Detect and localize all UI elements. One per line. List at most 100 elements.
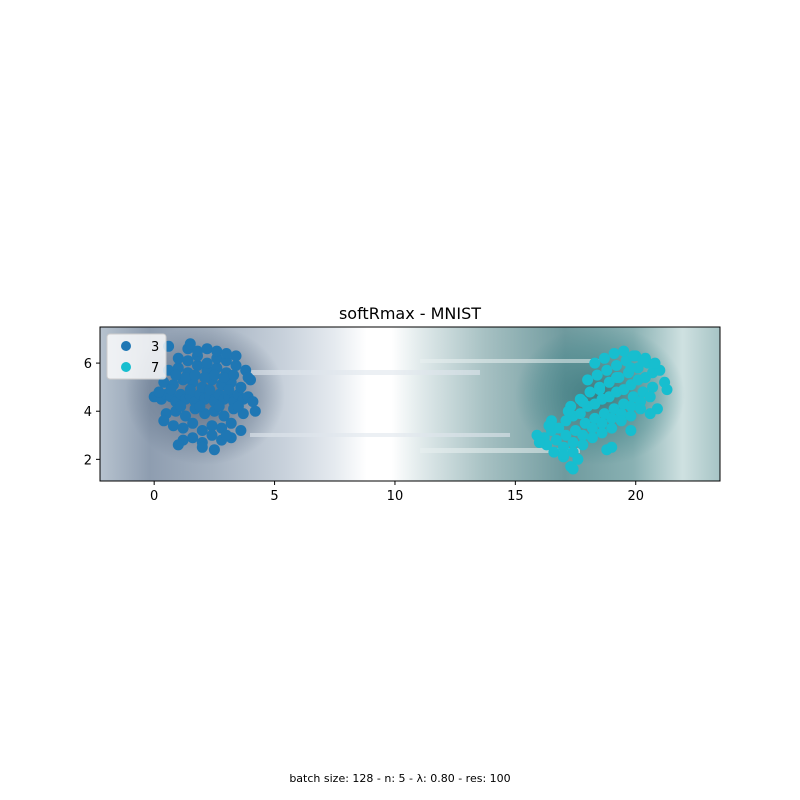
point-class-3 [158, 376, 170, 388]
point-class-7 [553, 422, 565, 434]
point-class-3 [235, 381, 247, 393]
x-tick-label: 10 [387, 489, 404, 504]
point-class-7 [625, 400, 637, 412]
point-class-3 [189, 369, 201, 381]
point-class-7 [625, 425, 637, 436]
x-axis: 0 5 10 15 20 [150, 481, 644, 504]
point-class-3 [199, 372, 211, 383]
point-class-7 [659, 376, 671, 388]
point-class-7 [596, 427, 608, 439]
point-class-7 [598, 352, 610, 364]
point-class-3 [172, 439, 184, 451]
point-class-3 [180, 410, 191, 422]
point-class-3 [223, 384, 235, 396]
point-class-3 [220, 348, 232, 359]
point-class-3 [165, 384, 177, 396]
point-class-7 [644, 408, 656, 420]
point-class-3 [167, 420, 179, 432]
point-class-7 [558, 449, 569, 460]
x-tick-label: 0 [150, 489, 158, 504]
point-class-3 [230, 360, 242, 371]
point-class-7 [584, 386, 596, 398]
chart-title: softRmax - MNIST [339, 304, 481, 323]
point-class-3 [201, 357, 213, 369]
point-class-3 [218, 372, 230, 383]
point-class-7 [647, 381, 659, 393]
point-class-7 [627, 350, 639, 362]
y-axis: 2 4 6 [84, 357, 100, 468]
point-class-3 [158, 415, 170, 427]
point-class-7 [567, 463, 579, 475]
point-class-3 [192, 345, 203, 357]
point-class-7 [608, 348, 620, 359]
point-class-3 [247, 396, 259, 408]
point-class-3 [230, 350, 242, 362]
point-class-3 [206, 429, 218, 441]
point-class-7 [606, 441, 618, 453]
point-class-7 [543, 420, 555, 432]
legend-label-3: 3 [151, 340, 159, 355]
point-class-7 [625, 410, 637, 422]
point-class-3 [208, 444, 220, 456]
y-tick-label: 6 [84, 357, 92, 372]
point-class-7 [594, 384, 606, 396]
point-class-7 [567, 437, 579, 448]
footer-caption: batch size: 128 - n: 5 - λ: 0.80 - res: … [289, 772, 511, 785]
point-class-3 [182, 355, 194, 367]
point-class-3 [220, 429, 232, 441]
x-tick-label: 5 [270, 489, 278, 504]
legend-label-7: 7 [151, 361, 159, 376]
point-class-7 [606, 422, 618, 434]
scatter-points [148, 338, 673, 475]
plot-frame [99, 326, 721, 482]
point-class-3 [208, 369, 220, 381]
point-class-3 [235, 425, 247, 436]
legend-marker-7 [121, 362, 131, 372]
point-class-3 [196, 425, 208, 436]
point-class-7 [644, 391, 656, 403]
point-class-3 [225, 417, 237, 429]
y-tick-label: 4 [84, 405, 92, 420]
point-class-3 [228, 369, 240, 381]
point-class-7 [574, 408, 586, 420]
point-class-3 [187, 432, 199, 444]
point-class-3 [213, 400, 225, 412]
point-class-3 [187, 417, 199, 429]
point-class-3 [232, 400, 244, 412]
point-class-3 [211, 345, 223, 357]
point-class-7 [589, 357, 601, 369]
point-class-7 [550, 434, 562, 446]
point-class-7 [562, 405, 574, 417]
point-class-7 [548, 446, 560, 458]
point-class-7 [637, 355, 649, 367]
y-tick-label: 2 [84, 453, 92, 468]
point-class-7 [533, 437, 545, 448]
point-class-7 [577, 439, 589, 451]
point-class-3 [192, 360, 203, 371]
point-class-3 [218, 410, 230, 422]
point-class-7 [611, 372, 622, 383]
point-class-7 [560, 429, 572, 441]
point-class-7 [582, 374, 594, 386]
point-class-7 [611, 360, 622, 371]
point-class-3 [196, 441, 208, 453]
point-class-3 [184, 384, 196, 396]
legend-marker-3 [121, 341, 131, 351]
point-class-3 [170, 369, 182, 381]
point-class-3 [175, 400, 187, 412]
point-class-7 [625, 362, 637, 374]
point-class-7 [649, 357, 661, 369]
point-class-3 [194, 400, 206, 412]
point-class-7 [601, 364, 613, 376]
point-class-7 [586, 422, 598, 434]
legend: 37 [106, 333, 167, 380]
point-class-7 [615, 415, 627, 427]
point-class-3 [242, 372, 254, 383]
point-class-7 [635, 403, 646, 415]
point-class-7 [586, 432, 598, 444]
point-class-7 [577, 396, 589, 408]
point-class-3 [201, 343, 213, 355]
point-class-7 [606, 412, 618, 424]
point-class-7 [596, 417, 608, 429]
